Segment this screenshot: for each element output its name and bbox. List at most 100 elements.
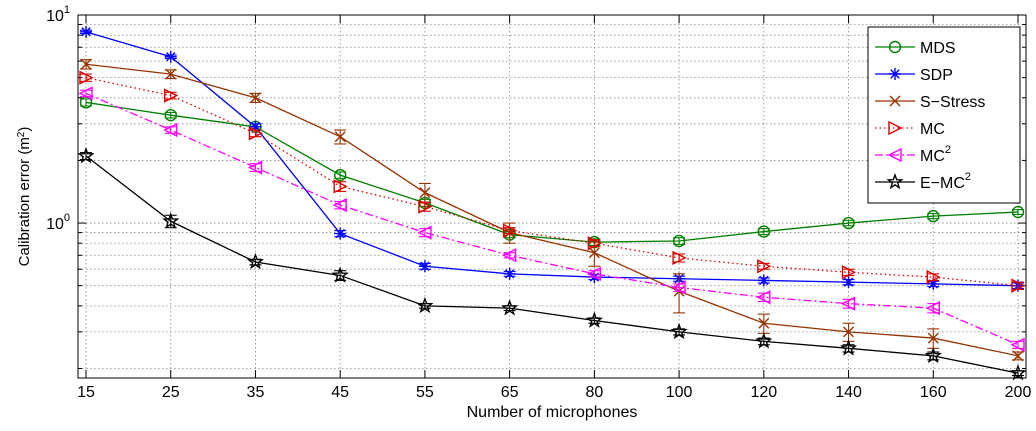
data-point-marker	[247, 160, 263, 175]
data-point-marker	[334, 227, 347, 240]
data-point-marker	[886, 172, 904, 190]
series-group	[79, 70, 1026, 293]
x-tick-label: 25	[162, 384, 180, 401]
x-tick-label: 120	[750, 384, 777, 401]
legend-box	[867, 26, 1021, 204]
data-point-marker	[419, 187, 431, 199]
data-point-marker	[331, 266, 349, 283]
data-point-marker	[888, 40, 902, 54]
data-point-marker	[164, 88, 179, 103]
data-point-marker	[924, 346, 942, 364]
series-group	[77, 146, 1027, 381]
legend-label: SDP	[920, 67, 953, 84]
data-point-marker	[246, 252, 265, 270]
data-point-marker	[840, 296, 856, 311]
data-point-marker	[332, 197, 347, 213]
x-tick-label: 45	[331, 384, 349, 401]
data-point-marker	[842, 276, 855, 289]
data-point-marker	[249, 92, 261, 104]
data-point-marker	[1011, 278, 1026, 293]
data-point-marker	[672, 250, 687, 266]
data-point-marker	[1009, 364, 1027, 381]
data-point-marker	[163, 122, 178, 138]
data-point-marker	[927, 332, 939, 344]
data-point-marker	[757, 259, 772, 274]
data-point-marker	[587, 236, 602, 251]
data-point-marker	[841, 265, 857, 280]
data-point-marker	[887, 147, 902, 163]
series-line	[85, 31, 1019, 287]
series-group	[78, 86, 1025, 352]
series-line	[85, 155, 1019, 374]
data-point-marker	[843, 326, 855, 338]
legend: MDS SDP S−Stress MC MC2 E−MC2	[867, 26, 1021, 204]
data-point-marker	[80, 25, 92, 38]
legend-label: MC2	[920, 144, 951, 165]
x-axis-label: Number of microphones	[467, 404, 638, 421]
x-tick-label: 200	[1005, 384, 1032, 401]
legend-label: MC	[920, 121, 945, 138]
data-point-marker	[889, 95, 901, 107]
data-point-marker	[842, 216, 855, 230]
data-point-marker	[889, 68, 901, 80]
data-point-marker	[1011, 205, 1025, 219]
data-point-marker	[418, 260, 431, 273]
data-point-marker	[416, 296, 434, 314]
data-point-marker	[502, 248, 517, 263]
x-tick-label: 80	[585, 384, 603, 401]
series-layer	[77, 25, 1027, 381]
legend-label: S−Stress	[920, 94, 985, 111]
data-point-marker	[334, 131, 346, 143]
series-line	[85, 92, 1019, 346]
series-line	[85, 101, 1019, 243]
x-tick-label: 55	[416, 384, 434, 401]
data-point-marker	[77, 146, 95, 164]
data-point-marker	[418, 199, 433, 214]
data-point-marker	[588, 247, 600, 259]
data-point-marker	[672, 234, 686, 248]
x-tick-label: 35	[247, 384, 265, 401]
data-point-marker	[333, 168, 347, 182]
x-tick-label: 65	[501, 384, 519, 401]
y-axis-label: Calibration error (m2)	[16, 127, 34, 267]
data-point-marker	[757, 225, 771, 238]
y-tick-label: 101	[46, 4, 70, 25]
x-tick-label: 100	[666, 384, 693, 401]
data-point-marker	[757, 274, 770, 287]
data-point-marker	[502, 223, 518, 238]
data-point-marker	[755, 332, 773, 349]
data-point-marker	[586, 266, 602, 281]
data-point-marker	[165, 68, 177, 80]
data-point-marker	[164, 108, 177, 122]
data-point-marker	[1012, 350, 1024, 362]
data-point-marker	[164, 50, 177, 63]
data-point-marker	[501, 299, 519, 316]
data-point-marker	[78, 86, 93, 101]
data-point-marker	[162, 212, 180, 229]
data-point-marker	[248, 126, 264, 141]
data-point-marker	[249, 120, 262, 133]
y-tick-label: 100	[46, 212, 70, 233]
data-point-marker	[333, 179, 348, 194]
data-point-marker	[503, 267, 516, 280]
legend-label: MDS	[920, 40, 956, 57]
data-point-marker	[758, 317, 770, 329]
data-point-marker	[927, 277, 940, 290]
data-point-marker	[926, 269, 941, 285]
data-point-marker	[756, 290, 771, 305]
x-tick-label: 140	[835, 384, 862, 401]
x-tick-label: 15	[77, 384, 95, 401]
y-axis-label-text: Calibration error (m	[16, 137, 33, 266]
y-axis-label-close: )	[16, 127, 33, 132]
y-axis-label-superscript: 2	[16, 131, 27, 137]
data-point-marker	[585, 311, 603, 328]
data-point-marker	[839, 339, 858, 356]
x-tick-label: 160	[920, 384, 947, 401]
legend-label: E−MC2	[920, 171, 971, 192]
data-point-marker	[79, 70, 94, 85]
series-line	[85, 76, 1019, 287]
axis-ticks: 15 25 35 45 55 65 80 100 120 140 160 200 100 101	[46, 4, 1031, 401]
series-line	[85, 63, 1019, 357]
data-point-marker	[927, 209, 940, 223]
